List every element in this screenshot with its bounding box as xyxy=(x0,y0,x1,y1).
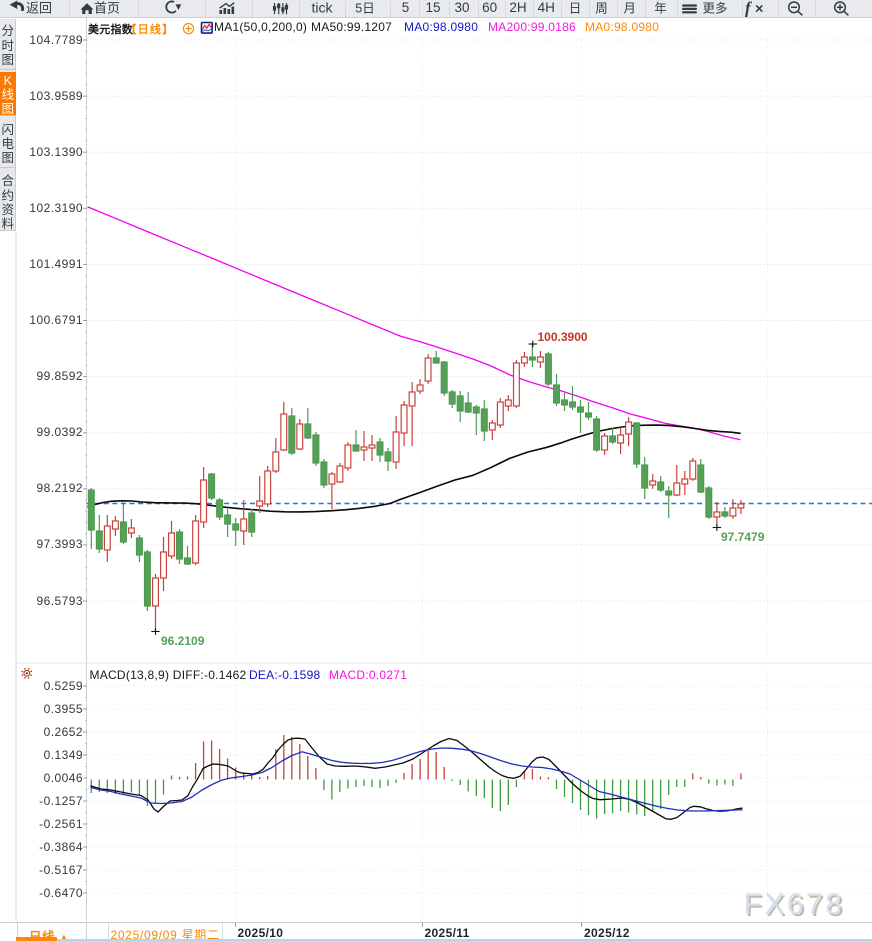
svg-text:×: × xyxy=(755,2,763,18)
svg-text:f: f xyxy=(745,0,753,18)
